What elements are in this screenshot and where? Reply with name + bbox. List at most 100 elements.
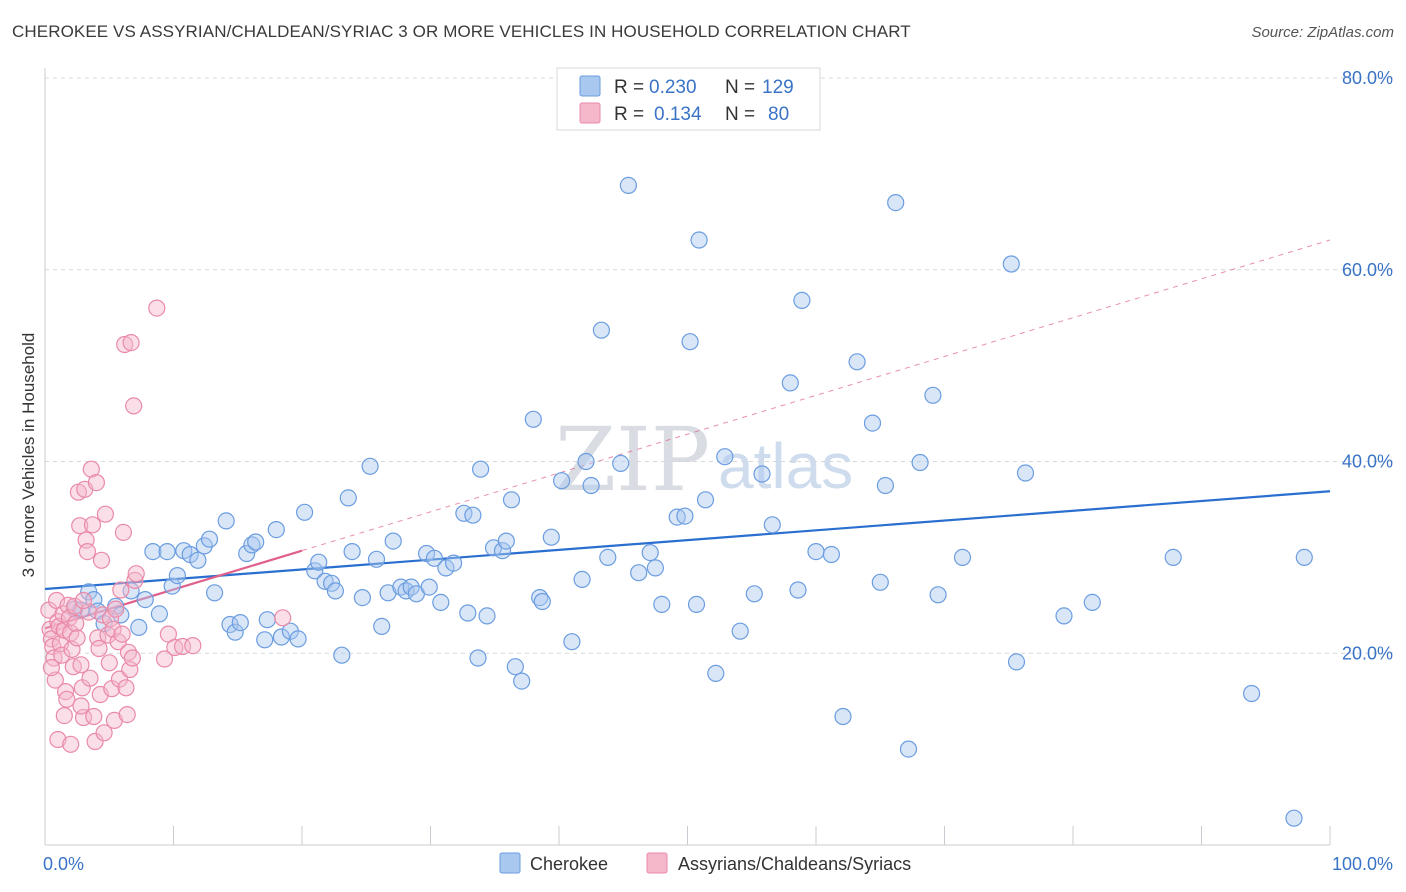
assyrian-point	[100, 654, 118, 672]
cherokee-point	[1295, 548, 1313, 567]
cherokee-point	[542, 528, 560, 546]
watermark-atlas: atlas	[718, 430, 853, 502]
cherokee-point	[887, 194, 905, 212]
x-tick-label: 100.0%	[1332, 854, 1393, 874]
cherokee-point	[871, 573, 889, 591]
cherokee-point	[217, 512, 235, 530]
assyrian-point	[118, 705, 136, 724]
cherokee-point	[493, 542, 512, 560]
y-tick-label: 40.0%	[1342, 452, 1393, 472]
cherokee-point	[1285, 809, 1303, 827]
bottom-legend-swatch-cherokee	[499, 852, 521, 874]
assyrian-point	[92, 551, 111, 569]
assyrian-point	[55, 706, 73, 725]
assyrian-point	[58, 690, 76, 708]
cherokee-point	[563, 633, 581, 651]
cherokee-point	[929, 586, 947, 604]
bottom-legend-label-assyrian: Assyrians/Chaldeans/Syriacs	[678, 854, 911, 874]
legend-swatch-assyrian	[579, 102, 601, 124]
cherokee-point	[552, 472, 571, 490]
assyrian-point	[67, 614, 85, 633]
bottom-legend: Cherokee Assyrians/Chaldeans/Syriacs	[499, 852, 911, 874]
cherokee-point	[432, 593, 450, 612]
cherokee-point	[189, 551, 207, 569]
cherokee-trend-line	[44, 490, 1331, 591]
cherokee-point	[226, 623, 244, 641]
assyrian-point	[155, 650, 174, 668]
assyrian-point	[90, 639, 108, 658]
trend-lines	[44, 239, 1331, 630]
assyrian-point	[116, 335, 134, 354]
cherokee-point	[373, 617, 391, 636]
cherokee-point	[577, 452, 595, 471]
assyrian-point	[113, 625, 131, 643]
cherokee-point	[953, 548, 972, 567]
assyrian-point	[123, 649, 141, 667]
cherokee-point	[200, 530, 219, 548]
cherokee-point	[497, 532, 515, 550]
top-legend: R = 0.230 N = 129 R = 0.134 N = 80	[556, 67, 821, 131]
bottom-legend-label-cherokee: Cherokee	[530, 854, 608, 874]
cherokee-point	[641, 543, 659, 562]
assyrian-point	[96, 505, 115, 523]
cherokee-point	[1083, 593, 1101, 612]
cherokee-point	[789, 581, 807, 599]
assyrian-point	[62, 735, 80, 753]
cherokee-point	[612, 454, 630, 472]
cherokee-point	[745, 585, 763, 603]
assyrian-point	[86, 732, 104, 751]
cherokee-point	[445, 554, 463, 572]
cherokee-point	[472, 460, 490, 478]
assyrian-point	[71, 517, 89, 535]
cherokee-point	[592, 321, 611, 339]
assyrian-point	[72, 656, 90, 674]
cherokee-point	[834, 707, 852, 726]
cherokee-point	[690, 231, 708, 249]
cherokee-point	[289, 630, 307, 648]
cherokee-point	[582, 476, 600, 495]
cherokee-point	[731, 622, 749, 640]
assyrian-point	[114, 523, 133, 542]
assyrian-point	[85, 707, 103, 726]
cherokee-point	[272, 628, 290, 646]
cherokee-point	[533, 592, 551, 611]
assyrian-point	[87, 474, 106, 492]
cherokee-point	[459, 604, 477, 622]
assyrian-point	[127, 565, 145, 583]
assyrian-point	[184, 636, 202, 655]
cherokee-point	[822, 545, 841, 564]
cherokee-point	[793, 291, 811, 309]
cherokee-point	[158, 542, 176, 561]
cherokee-point	[848, 353, 866, 371]
bottom-legend-swatch-assyrian	[646, 852, 668, 874]
cherokee-point	[136, 590, 154, 609]
cherokee-point	[753, 465, 771, 483]
cherokee-point	[599, 548, 617, 567]
cherokee-point	[238, 544, 256, 563]
watermark-zip: ZIP	[555, 408, 710, 511]
cherokee-point	[384, 532, 402, 550]
assyrian-point	[101, 610, 120, 628]
cherokee-point	[168, 566, 186, 585]
assyrian-point	[107, 600, 125, 618]
cherokee-point	[1242, 684, 1261, 703]
cherokee-point	[863, 414, 882, 432]
cherokee-point	[333, 646, 351, 664]
y-tick-label: 20.0%	[1342, 643, 1393, 663]
x-tick-label: 0.0%	[43, 854, 84, 874]
y-tick-label: 60.0%	[1342, 260, 1393, 280]
cherokee-point	[646, 559, 665, 577]
cherokee-point	[256, 631, 274, 649]
assyrian-point	[78, 542, 97, 561]
assyrian-point	[49, 730, 67, 749]
cherokee-point	[687, 595, 706, 614]
legend-n-label-1: N =	[725, 77, 755, 98]
cherokee-point	[506, 658, 524, 676]
cherokee-point	[676, 507, 694, 525]
cherokee-point	[630, 564, 648, 582]
assyrian-point	[53, 646, 71, 664]
cherokee-point	[150, 605, 168, 623]
assyrian-point	[125, 397, 143, 415]
cherokee-point	[763, 516, 781, 534]
cherokee-point	[420, 578, 438, 596]
